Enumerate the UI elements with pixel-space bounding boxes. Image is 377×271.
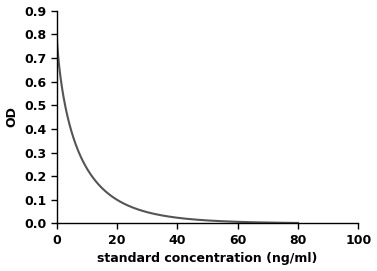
Y-axis label: OD: OD [6, 107, 18, 127]
X-axis label: standard concentration (ng/ml): standard concentration (ng/ml) [97, 253, 318, 265]
